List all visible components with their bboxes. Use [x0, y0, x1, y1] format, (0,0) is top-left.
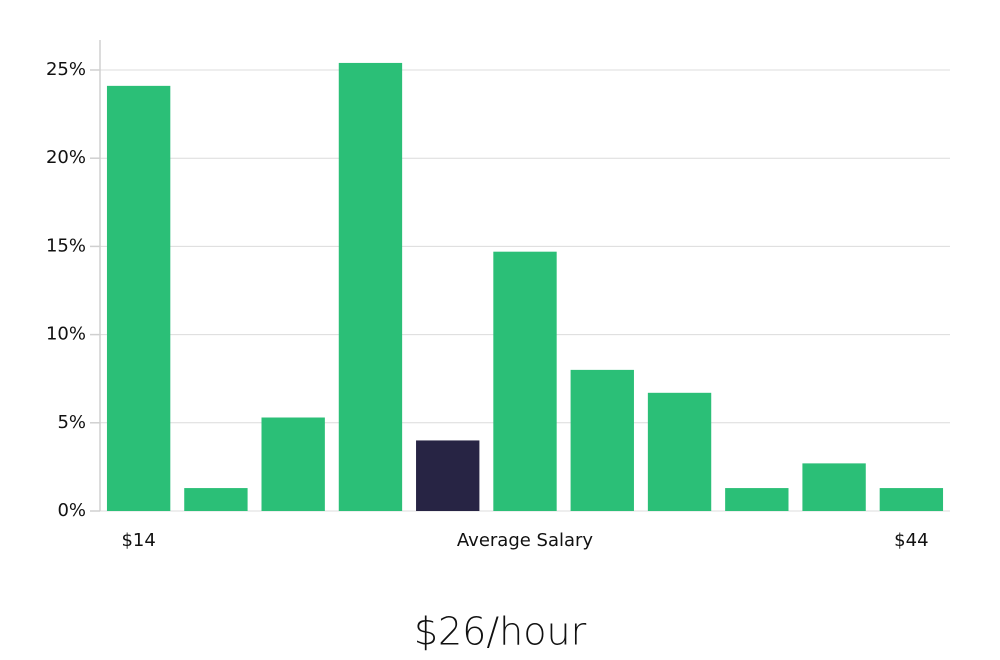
- y-tick-label: 10%: [46, 324, 86, 345]
- bar: [570, 369, 634, 511]
- x-tick-label: $14: [121, 530, 155, 551]
- x-tick-label: $44: [894, 530, 928, 551]
- bar: [106, 85, 171, 511]
- y-tick-label: 15%: [46, 235, 86, 256]
- y-tick-label: 25%: [46, 59, 86, 80]
- bar: [416, 440, 480, 511]
- bar: [261, 417, 325, 511]
- bar: [338, 62, 403, 511]
- annotation: $26/hour: [414, 610, 587, 654]
- bar: [802, 463, 866, 511]
- y-tick-label: 5%: [57, 412, 86, 433]
- y-tick-label: 20%: [46, 147, 86, 168]
- bar: [184, 488, 248, 511]
- bar: [493, 251, 557, 511]
- y-tick-label: 0%: [57, 500, 86, 521]
- bar: [647, 392, 712, 511]
- bar: [725, 488, 789, 511]
- x-axis-label: Average Salary: [457, 530, 594, 551]
- bar: [879, 488, 944, 511]
